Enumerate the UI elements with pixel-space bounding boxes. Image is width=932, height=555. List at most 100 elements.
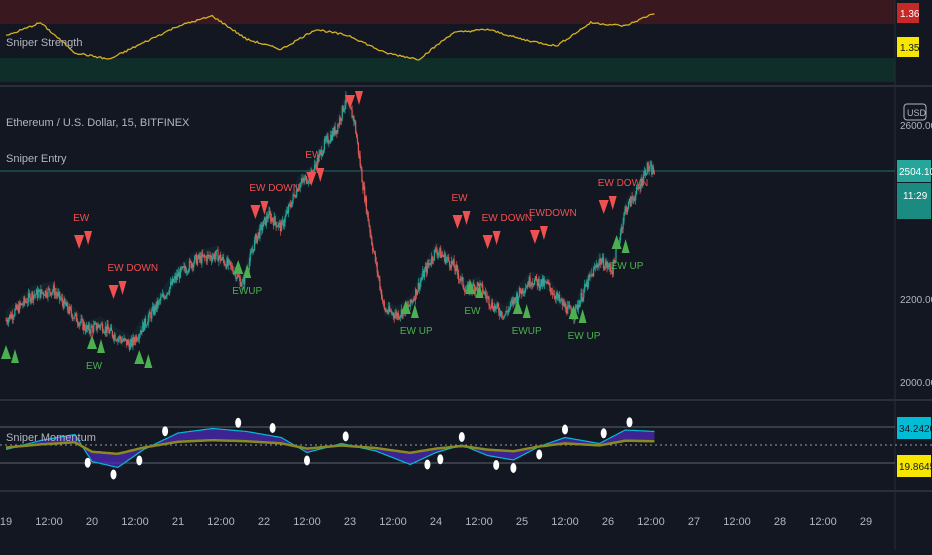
candle-body xyxy=(364,186,366,202)
candle-body xyxy=(302,178,304,180)
candle-body xyxy=(551,292,553,294)
candle-body xyxy=(644,170,646,175)
candle-body xyxy=(288,204,291,205)
candle-body xyxy=(79,322,81,324)
candle-body xyxy=(416,290,418,296)
candle-body xyxy=(564,304,566,307)
candle-body xyxy=(18,302,20,313)
candle-body xyxy=(609,263,611,267)
candle-body xyxy=(280,221,283,232)
candle-body xyxy=(523,291,525,293)
candle-body xyxy=(84,323,86,330)
candle-body xyxy=(476,282,478,290)
candle-body xyxy=(204,256,207,258)
candle-body xyxy=(446,258,448,260)
candle-body xyxy=(512,300,514,304)
candle-body xyxy=(46,295,48,297)
time-axis[interactable]: 19 12:00 20 12:00 21 12:00 22 12:00 23 12:00 24 12:… xyxy=(0,516,872,528)
candle-body xyxy=(314,164,316,170)
candle-body xyxy=(546,281,548,284)
candle-body xyxy=(435,248,437,252)
buy-signal-triangle-up-icon xyxy=(522,304,531,318)
candle-body xyxy=(496,303,498,307)
candle-body xyxy=(116,340,118,342)
candle-body xyxy=(459,279,461,281)
candle-body xyxy=(256,236,258,243)
currency-label: USD xyxy=(907,108,927,118)
candle-body xyxy=(591,273,593,276)
candle-body xyxy=(593,268,595,277)
candle-body xyxy=(475,287,478,290)
candle-body xyxy=(143,322,145,331)
candle-body xyxy=(623,213,625,222)
candle-body xyxy=(173,279,175,283)
candle-body xyxy=(22,304,24,306)
usd-badge-icon[interactable]: USD xyxy=(903,103,927,121)
momentum-dot xyxy=(510,463,517,473)
candle-body xyxy=(166,292,168,296)
candle-body xyxy=(73,317,75,319)
candle-body xyxy=(211,258,213,261)
candle-body xyxy=(411,300,413,303)
time-axis-label: 12:00 xyxy=(35,516,63,528)
candle-body xyxy=(514,297,516,299)
candle-body xyxy=(456,265,458,268)
candle-body xyxy=(10,314,12,319)
candle-body xyxy=(156,301,158,308)
time-axis-label: 20 xyxy=(86,516,98,528)
candle-body xyxy=(374,252,376,262)
candle-body xyxy=(533,284,535,286)
candle-body xyxy=(271,217,273,222)
sell-signal-label: EW DOWN xyxy=(108,263,159,274)
candle-body xyxy=(594,266,596,268)
candle-body xyxy=(125,339,127,340)
candle-body xyxy=(288,204,290,213)
strength-lower-value: 1.35 xyxy=(900,43,920,54)
candle-body xyxy=(373,251,376,253)
candle-body xyxy=(521,288,523,295)
candle-body xyxy=(135,336,137,343)
candle-body xyxy=(610,271,613,272)
candle-body xyxy=(40,289,42,298)
buy-signal-triangle-up-icon xyxy=(621,239,630,253)
candle-body xyxy=(447,257,449,259)
candle-body xyxy=(202,253,204,257)
candle-body xyxy=(329,141,331,143)
candle-body xyxy=(540,279,542,286)
candle-body xyxy=(629,198,631,207)
candle-body xyxy=(141,330,143,332)
candle-body xyxy=(397,313,399,318)
buy-signal-triangle-up-icon xyxy=(144,354,153,368)
candle-body xyxy=(603,268,605,270)
candle-body xyxy=(197,254,199,259)
candle-body xyxy=(241,281,243,286)
candle-body xyxy=(194,256,196,263)
candle-body xyxy=(424,269,426,278)
candle-body xyxy=(653,172,655,175)
strength-upper-badge xyxy=(897,3,919,23)
momentum-dot xyxy=(437,454,444,465)
candle-body xyxy=(63,298,65,308)
strength-title: Sniper Strength xyxy=(6,37,82,49)
candle-body xyxy=(62,302,64,308)
momentum-dot xyxy=(493,460,500,470)
candle-body xyxy=(171,278,173,285)
candle-body xyxy=(158,300,160,302)
time-axis-label: 28 xyxy=(774,516,786,528)
candle-body xyxy=(498,307,500,313)
candle-body xyxy=(104,326,106,333)
time-axis-label: 23 xyxy=(344,516,356,528)
candle-body xyxy=(152,306,154,311)
candle-body xyxy=(326,136,328,138)
momentum-dot xyxy=(458,432,465,442)
candle-body xyxy=(68,306,71,313)
price-axis-label-top: 2600.00 xyxy=(900,121,932,132)
candle-body xyxy=(316,157,318,169)
candle-body xyxy=(252,249,254,252)
candle-body xyxy=(338,125,340,126)
candle-body xyxy=(238,276,240,279)
candle-body xyxy=(334,126,336,134)
candle-body xyxy=(148,312,150,318)
